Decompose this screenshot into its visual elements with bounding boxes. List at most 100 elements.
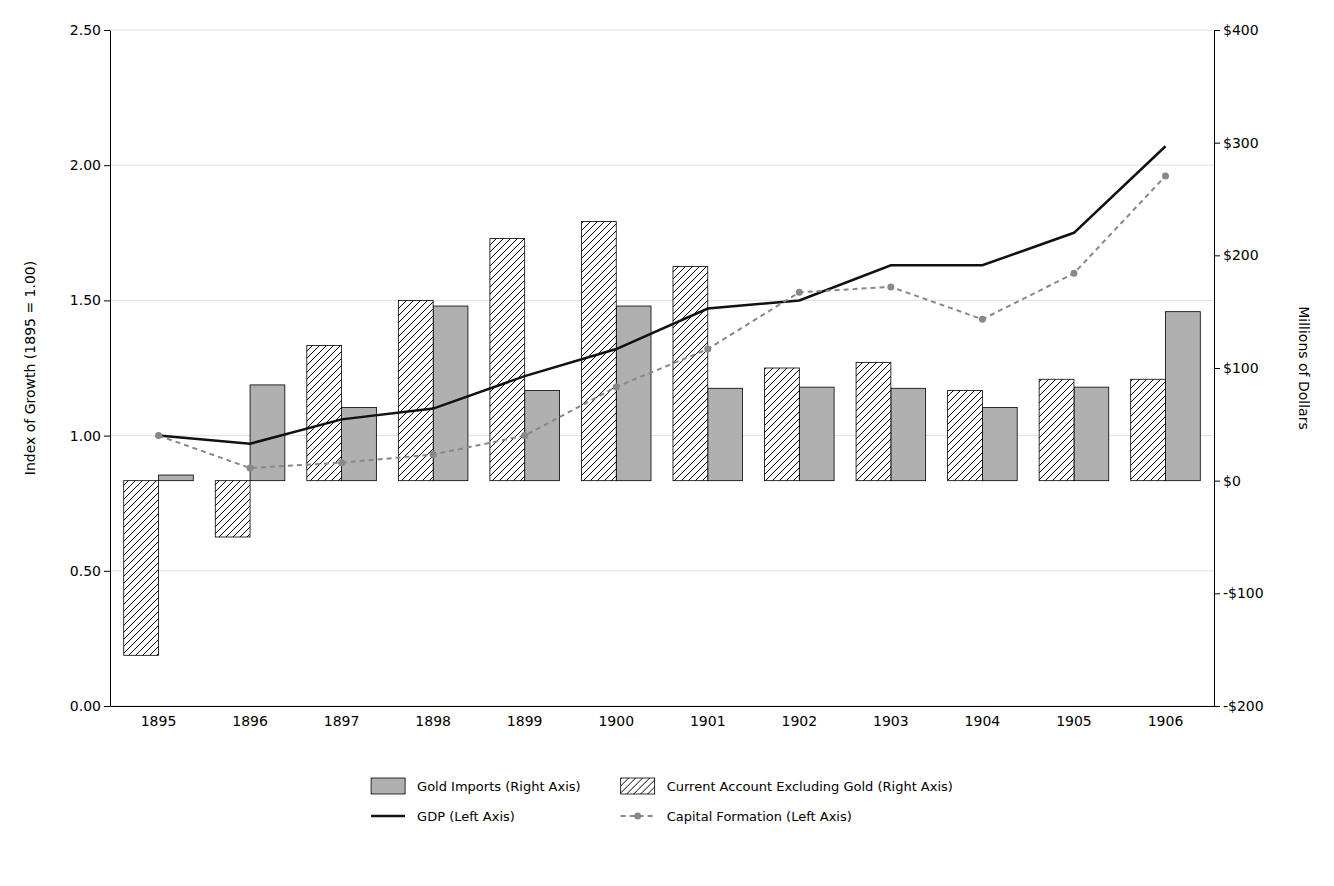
bar [124,481,159,656]
tick: 1904 [965,713,1001,729]
tick-mark [104,30,110,31]
bar [398,300,433,480]
tick: 2.50 [70,22,110,38]
tick-label: 2.50 [70,22,101,38]
tick: 0.00 [70,698,110,714]
marker [613,383,620,390]
grid-line [110,300,1214,301]
tick-label: $100 [1223,360,1259,376]
tick-label: 1899 [507,713,543,729]
bar [765,368,800,481]
bar [1074,387,1109,481]
legend-label: Capital Formation (Left Axis) [667,809,852,824]
bar [616,306,651,481]
bar [1131,379,1166,480]
legend-label: Current Account Excluding Gold (Right Ax… [667,779,953,794]
tick-label: 1.50 [70,292,101,308]
grid-line [110,165,1214,166]
tick: 1897 [324,713,360,729]
tick: 1903 [873,713,909,729]
bar [982,407,1017,480]
tick-mark [104,571,110,572]
bar [1039,379,1074,480]
tick: 1895 [141,713,177,729]
legend-item: GDP (Left Axis) [371,809,515,824]
bar [159,475,194,481]
bar [673,267,708,481]
legend-swatch-marker [634,813,641,820]
tick-label: 1895 [141,713,177,729]
tick: -$100 [1214,585,1264,601]
tick: 1902 [781,713,817,729]
marker [1070,270,1077,277]
bar [856,362,891,480]
tick-label: 1897 [324,713,360,729]
chart-root: 0.000.501.001.502.002.50-$200-$100$0$100… [22,22,1312,729]
tick: $0 [1214,473,1241,489]
tick-label: 1.00 [70,428,101,444]
tick: -$200 [1214,698,1264,714]
chart-container: 0.000.501.001.502.002.50-$200-$100$0$100… [0,0,1334,886]
tick: 2.00 [70,157,110,173]
tick: 1900 [598,713,634,729]
x-axis: 1895 1896 1897 1898 1899 1900 1901 1902 1903 1904… [111,707,1215,729]
plot-area [124,146,1201,655]
legend-item: Capital Formation (Left Axis) [621,809,852,824]
tick-label: -$200 [1223,698,1264,714]
tick-mark [1214,255,1220,256]
tick-label: $400 [1223,22,1259,38]
legend-swatch [621,778,655,794]
line-series [159,146,1166,443]
axis-line [111,706,1215,707]
line-series [155,173,1169,472]
tick-mark [1214,30,1220,31]
legend: Gold Imports (Right Axis) Current Account… [371,778,953,824]
legend-item: Current Account Excluding Gold (Right Ax… [621,778,953,794]
tick-mark [1214,143,1220,144]
tick-label: $0 [1223,473,1241,489]
marker [979,316,986,323]
tick: 1.00 [70,428,110,444]
tick-mark [1214,706,1220,707]
marker [155,432,162,439]
bar [948,391,983,481]
tick-mark [1214,481,1220,482]
tick: 1896 [232,713,268,729]
tick: 1901 [690,713,726,729]
tick: 1.50 [70,292,110,308]
tick-label: -$100 [1223,585,1264,601]
tick: $400 [1214,22,1259,38]
line [159,176,1166,468]
tick-label: 1905 [1056,713,1092,729]
tick: $200 [1214,247,1259,263]
grid-line [110,706,1214,707]
y-axis-title: Index of Growth (1895 = 1.00) [22,261,38,475]
tick: 1905 [1056,713,1092,729]
bar [490,238,525,480]
grid-line [110,30,1214,31]
chart-svg: 0.000.501.001.502.002.50-$200-$100$0$100… [0,0,1334,886]
tick-label: 1903 [873,713,909,729]
legend-swatch [371,815,405,818]
marker [1162,173,1169,180]
bar [708,388,743,480]
tick-label: 1902 [781,713,817,729]
tick: 1898 [415,713,451,729]
y2-axis-title: Millions of Dollars [1296,306,1312,430]
tick-label: 2.00 [70,157,101,173]
marker [521,432,528,439]
tick-label: 1904 [965,713,1001,729]
marker [338,459,345,466]
legend-label: GDP (Left Axis) [417,809,515,824]
tick-mark [104,706,110,707]
grid-line [110,570,1214,571]
marker [430,451,437,458]
tick-label: 0.00 [70,698,101,714]
bar [307,345,342,480]
tick: $100 [1214,360,1259,376]
grid [110,30,1214,706]
tick-label: $300 [1223,135,1259,151]
legend-item: Gold Imports (Right Axis) [371,778,581,794]
bar [891,388,926,480]
bar-series [124,222,1166,656]
